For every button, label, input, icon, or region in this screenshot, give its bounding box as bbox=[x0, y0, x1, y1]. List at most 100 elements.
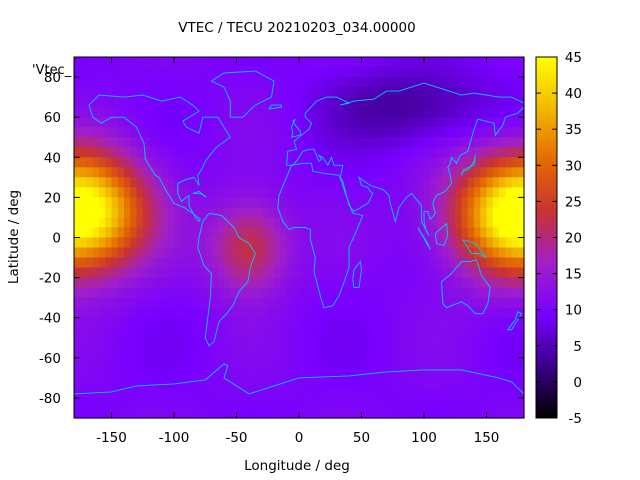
heatmap-cell bbox=[261, 237, 269, 249]
heatmap-cell bbox=[174, 407, 181, 419]
heatmap-cell bbox=[342, 297, 350, 309]
heatmap-cell bbox=[192, 377, 200, 389]
heatmap-cell bbox=[167, 317, 175, 329]
heatmap-cell bbox=[186, 97, 194, 108]
heatmap-cell bbox=[399, 337, 406, 349]
heatmap-cell bbox=[311, 317, 319, 329]
heatmap-cell bbox=[467, 127, 475, 138]
heatmap-cell bbox=[199, 137, 206, 148]
heatmap-cell bbox=[461, 267, 469, 279]
heatmap-cell bbox=[174, 57, 181, 68]
heatmap-cell bbox=[117, 207, 125, 219]
heatmap-cell bbox=[317, 197, 325, 209]
heatmap-cell bbox=[292, 247, 300, 259]
heatmap-cell bbox=[342, 307, 350, 319]
heatmap-cell bbox=[380, 127, 388, 138]
heatmap-cell bbox=[474, 87, 481, 98]
heatmap-cell bbox=[236, 197, 244, 209]
heatmap-cell bbox=[317, 327, 325, 339]
heatmap-cell bbox=[461, 287, 469, 299]
heatmap-cell bbox=[405, 177, 413, 188]
heatmap-cell bbox=[255, 277, 263, 289]
coastline-path bbox=[197, 212, 256, 347]
heatmap-cell bbox=[305, 67, 313, 78]
heatmap-cell bbox=[274, 177, 281, 188]
heatmap-cell bbox=[511, 137, 519, 148]
heatmap-cell bbox=[517, 137, 525, 148]
heatmap-cell bbox=[199, 257, 206, 269]
heatmap-cell bbox=[492, 127, 500, 138]
heatmap-cell bbox=[517, 257, 525, 269]
heatmap-cell bbox=[149, 387, 156, 399]
heatmap-cell bbox=[267, 347, 275, 359]
coastline-path bbox=[286, 82, 525, 166]
heatmap-cell bbox=[224, 367, 231, 379]
heatmap-cell bbox=[355, 397, 363, 409]
heatmap-cell bbox=[442, 57, 450, 68]
heatmap-cell bbox=[336, 57, 344, 68]
heatmap-cell bbox=[186, 217, 194, 229]
heatmap-cell bbox=[311, 217, 319, 229]
heatmap-cell bbox=[205, 367, 213, 379]
heatmap-cell bbox=[405, 377, 413, 389]
heatmap-cell bbox=[386, 67, 394, 78]
heatmap-cell bbox=[361, 317, 369, 329]
heatmap-cell bbox=[430, 207, 438, 219]
heatmap-cell bbox=[349, 257, 356, 269]
heatmap-cell bbox=[486, 77, 494, 88]
heatmap-cell bbox=[161, 247, 169, 259]
heatmap-cell bbox=[174, 247, 181, 259]
heatmap-cell bbox=[405, 347, 413, 359]
heatmap-cell bbox=[161, 307, 169, 319]
heatmap-cell bbox=[392, 57, 400, 68]
heatmap-cell bbox=[330, 397, 338, 409]
heatmap-cell bbox=[480, 227, 488, 239]
heatmap-cell bbox=[274, 397, 281, 409]
heatmap-cell bbox=[136, 127, 144, 138]
heatmap-cell bbox=[399, 217, 406, 229]
heatmap-cell bbox=[167, 367, 175, 379]
heatmap-cell bbox=[280, 207, 288, 219]
heatmap-cell bbox=[217, 147, 225, 158]
heatmap-cell bbox=[424, 397, 431, 409]
heatmap-cell bbox=[199, 87, 206, 98]
heatmap-cell bbox=[74, 67, 81, 78]
heatmap-cell bbox=[317, 377, 325, 389]
heatmap-cell bbox=[236, 217, 244, 229]
heatmap-cell bbox=[424, 367, 431, 379]
heatmap-cell bbox=[236, 367, 244, 379]
heatmap-cell bbox=[474, 137, 481, 148]
heatmap-cell bbox=[161, 257, 169, 269]
heatmap-cell bbox=[511, 307, 519, 319]
heatmap-cell bbox=[211, 297, 219, 309]
heatmap-cell bbox=[142, 327, 150, 339]
heatmap-cell bbox=[292, 407, 300, 419]
heatmap-cell bbox=[349, 397, 356, 409]
heatmap-cell bbox=[255, 77, 263, 88]
heatmap-cell bbox=[92, 117, 100, 128]
heatmap-cell bbox=[330, 187, 338, 198]
heatmap-cell bbox=[211, 307, 219, 319]
heatmap-cell bbox=[199, 377, 206, 389]
heatmap-cell bbox=[199, 107, 206, 118]
heatmap-cell bbox=[124, 317, 131, 329]
heatmap-cell bbox=[80, 347, 88, 359]
heatmap-cell bbox=[149, 167, 156, 178]
heatmap-cell bbox=[280, 117, 288, 128]
heatmap-cell bbox=[242, 117, 250, 128]
heatmap-cell bbox=[292, 357, 300, 369]
heatmap-cell bbox=[192, 147, 200, 158]
heatmap-cell bbox=[367, 57, 375, 68]
heatmap-cell bbox=[505, 237, 513, 249]
heatmap-cell bbox=[361, 67, 369, 78]
heatmap-cell bbox=[405, 197, 413, 209]
heatmap-cell bbox=[449, 227, 456, 239]
heatmap-cell bbox=[224, 297, 231, 309]
heatmap-cell bbox=[142, 197, 150, 209]
heatmap-cell bbox=[242, 337, 250, 349]
heatmap-cell bbox=[92, 157, 100, 168]
heatmap-cell bbox=[449, 57, 456, 68]
heatmap-cell bbox=[449, 337, 456, 349]
heatmap-cell bbox=[492, 387, 500, 399]
heatmap-cell bbox=[467, 177, 475, 188]
